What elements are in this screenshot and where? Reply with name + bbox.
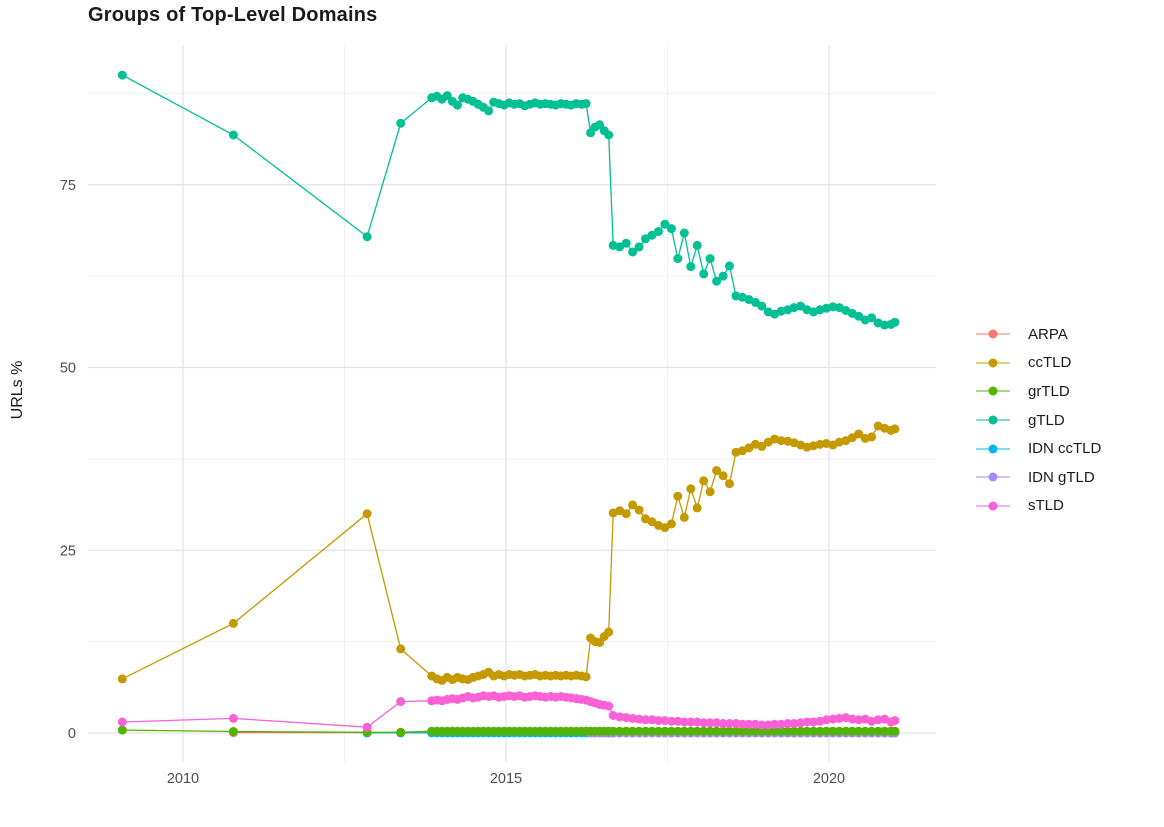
legend-item-arpa: ARPA	[976, 320, 1101, 349]
series-gtld	[117, 70, 900, 330]
legend-item-cctld: ccTLD	[976, 349, 1101, 378]
legend-key	[976, 472, 1010, 482]
y-tick-label: 50	[60, 361, 76, 377]
legend: ARPA ccTLD grTLD gTLD IDN ccTLD IDN gTLD sTLD	[976, 320, 1101, 520]
legend-label: ARPA	[1028, 325, 1068, 343]
legend-label: grTLD	[1028, 382, 1070, 400]
x-tick-label: 2010	[167, 771, 199, 787]
legend-key-dot	[988, 501, 998, 511]
legend-label: ccTLD	[1028, 354, 1072, 372]
legend-item-stld: sTLD	[976, 492, 1101, 521]
legend-label: IDN ccTLD	[1028, 440, 1102, 458]
series-grtld	[117, 725, 900, 737]
y-tick-label: 0	[68, 726, 76, 742]
legend-key-dot	[988, 415, 998, 425]
y-tick-label: 25	[60, 543, 76, 559]
gridlines	[88, 45, 936, 762]
legend-item-idn-gtld: IDN gTLD	[976, 463, 1101, 492]
legend-key	[976, 444, 1010, 454]
data-series	[117, 70, 900, 738]
legend-item-grtld: grTLD	[976, 377, 1101, 406]
legend-label: IDN gTLD	[1028, 468, 1095, 486]
legend-key-dot	[988, 444, 998, 454]
y-tick-label: 75	[60, 178, 76, 194]
legend-key	[976, 358, 1010, 368]
legend-key-dot	[988, 358, 998, 368]
legend-key-dot	[988, 472, 998, 482]
legend-key-dot	[988, 329, 998, 339]
legend-key	[976, 501, 1010, 511]
legend-item-idn-cctld: IDN ccTLD	[976, 434, 1101, 463]
legend-key	[976, 415, 1010, 425]
legend-key-dot	[988, 386, 998, 396]
legend-item-gtld: gTLD	[976, 406, 1101, 435]
legend-key	[976, 386, 1010, 396]
legend-label: gTLD	[1028, 411, 1065, 429]
series-stld	[117, 691, 900, 732]
series-cctld	[117, 421, 900, 685]
x-tick-label: 2020	[813, 771, 845, 787]
axis-tick-labels: 0 25 50 75 2010 2015 2020	[60, 178, 845, 787]
chart-title: Groups of Top-Level Domains	[88, 4, 378, 26]
y-axis-title: URLs %	[9, 361, 26, 420]
legend-key	[976, 329, 1010, 339]
legend-label: sTLD	[1028, 497, 1064, 515]
x-tick-label: 2015	[490, 771, 522, 787]
